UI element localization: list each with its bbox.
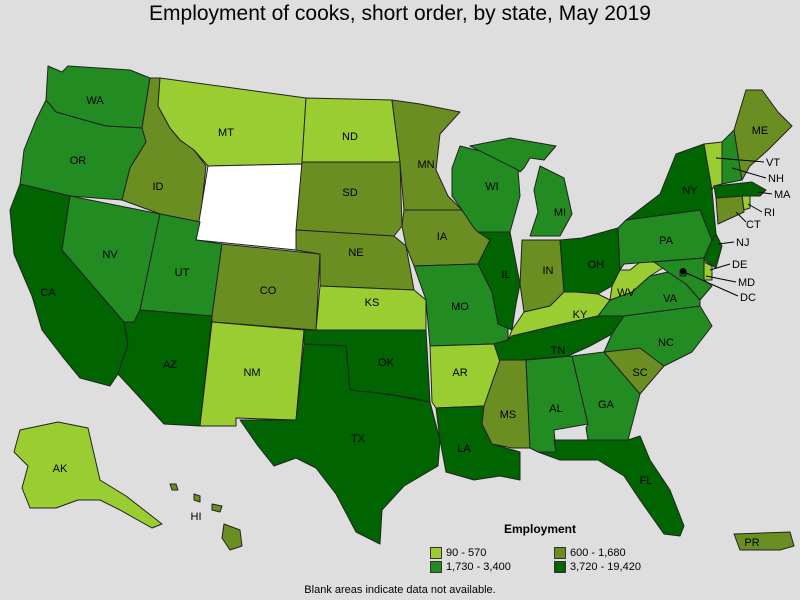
label-ND: ND [342,131,358,143]
legend: Employment 90 - 570 600 - 1,680 1,730 - … [428,520,688,575]
label-AK: AK [53,463,68,475]
label-WI: WI [485,181,498,193]
label-VT: VT [766,157,780,169]
state-TX [239,343,441,545]
label-NC: NC [658,337,674,349]
label-DC: DC [740,292,756,304]
label-MO: MO [451,301,469,313]
label-NM: NM [243,367,260,379]
label-AR: AR [452,367,467,379]
label-MT: MT [218,127,234,139]
label-TX: TX [351,433,366,445]
label-MI: MI [554,207,566,219]
state-PR [733,531,795,551]
legend-swatch-1 [554,547,566,559]
state-CT [715,195,745,225]
legend-swatch-3 [554,561,566,573]
label-KY: KY [573,309,588,321]
label-RI: RI [764,207,775,219]
state-MD [653,257,713,301]
label-CT: CT [746,219,761,231]
label-OK: OK [378,357,395,369]
label-KS: KS [365,297,380,309]
label-OR: OR [70,155,87,167]
legend-title: Employment [504,522,577,536]
label-ID: ID [153,181,164,193]
label-ME: ME [752,125,769,137]
label-MD: MD [738,277,755,289]
state-VT [703,141,723,191]
state-RI [741,195,751,211]
dc-marker [680,268,686,274]
state-CO [211,243,321,331]
state-AK [13,421,163,529]
label-CA: CA [40,287,56,299]
state-ME [733,89,793,181]
legend-item-1: 600 - 1,680 [554,547,626,559]
state-SD [295,161,403,237]
label-WV: WV [617,287,635,299]
state-NY [625,143,719,245]
legend-label-1: 600 - 1,680 [570,547,626,559]
label-IL: IL [501,269,510,281]
legend-label-3: 3,720 - 19,420 [570,561,641,573]
label-IA: IA [437,231,448,243]
legend-swatch-0 [430,547,442,559]
state-ND [301,97,401,163]
label-FL: FL [640,475,653,487]
label-DE: DE [732,259,747,271]
map-title: Employment of cooks, short order, by sta… [149,2,651,25]
label-MA: MA [774,189,791,201]
label-CO: CO [260,285,277,297]
legend-label-2: 1,730 - 3,400 [446,561,511,573]
state-HI [169,483,243,551]
label-leader-lines [683,157,773,297]
label-WA: WA [86,95,104,107]
label-NV: NV [102,249,118,261]
label-SC: SC [632,367,647,379]
label-NY: NY [682,185,698,197]
state-MI [469,137,573,237]
state-WY [195,163,303,251]
label-PA: PA [659,235,674,247]
state-IL [477,231,521,331]
footnote: Blank areas indicate data not available. [304,584,496,596]
legend-item-2: 1,730 - 3,400 [430,561,511,573]
label-OH: OH [588,259,605,271]
label-IN: IN [543,265,554,277]
state-KS [315,285,427,331]
legend-swatch-2 [430,561,442,573]
label-LA: LA [457,443,471,455]
label-MS: MS [500,409,517,421]
state-FL [537,435,685,537]
legend-item-3: 3,720 - 19,420 [554,561,641,573]
state-NC [603,305,713,367]
label-GA: GA [598,399,615,411]
label-MN: MN [417,159,434,171]
label-SD: SD [342,187,357,199]
label-AZ: AZ [163,359,177,371]
label-NJ: NJ [736,237,749,249]
legend-item-0: 90 - 570 [430,547,486,559]
state-MN [391,99,463,211]
label-TN: TN [551,345,566,357]
label-NH: NH [768,173,784,185]
label-PR: PR [744,537,759,549]
state-labels: WA OR CA NV ID MT UT AZ CO NM ND SD NE K… [40,95,791,549]
label-HI: HI [191,511,202,523]
legend-label-0: 90 - 570 [446,547,487,559]
label-AL: AL [549,403,562,415]
label-UT: UT [175,267,190,279]
label-NE: NE [348,247,363,259]
label-VA: VA [663,293,678,305]
state-MA [713,181,767,199]
